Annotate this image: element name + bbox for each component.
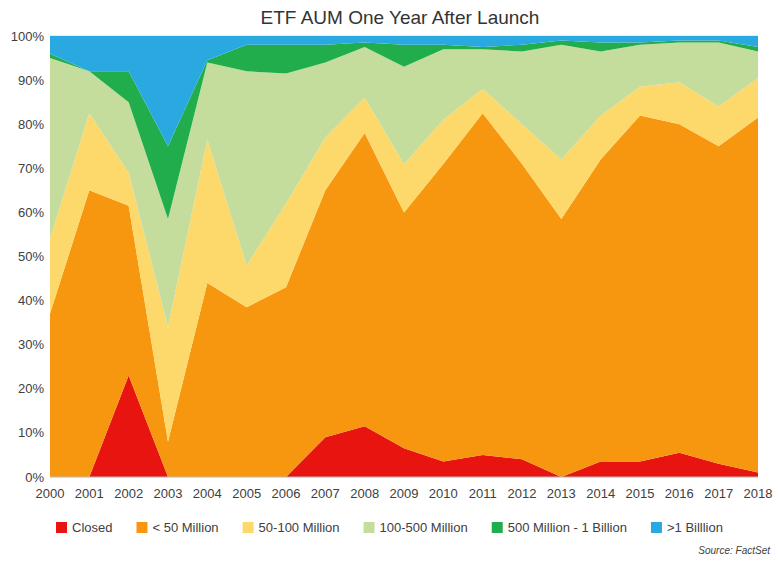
x-tick-label: 2015 bbox=[626, 486, 655, 501]
x-axis bbox=[50, 477, 758, 478]
legend-label: Closed bbox=[72, 520, 112, 535]
areas bbox=[50, 36, 758, 477]
legend-item: 50-100 Million bbox=[243, 520, 340, 535]
legend-swatch bbox=[492, 522, 503, 533]
y-tick-label: 10% bbox=[18, 425, 44, 440]
y-tick-label: 70% bbox=[18, 161, 44, 176]
legend-item: 100-500 Million bbox=[364, 520, 468, 535]
legend-item: < 50 Million bbox=[136, 520, 218, 535]
y-tick-label: 80% bbox=[18, 117, 44, 132]
x-tick-label: 2013 bbox=[547, 486, 576, 501]
legend-label: >1 Billlion bbox=[667, 520, 723, 535]
legend-label: 100-500 Million bbox=[380, 520, 468, 535]
y-tick-label: 100% bbox=[11, 29, 45, 44]
legend-swatch bbox=[136, 522, 147, 533]
x-tick-label: 2001 bbox=[75, 486, 104, 501]
background bbox=[0, 0, 779, 562]
x-tick-label: 2011 bbox=[469, 486, 497, 501]
x-tick-label: 2006 bbox=[272, 486, 301, 501]
chart: ETF AUM One Year After Launch 0% 10% 20% 30%… bbox=[0, 0, 779, 562]
y-tick-label: 60% bbox=[18, 205, 44, 220]
annotation: Source: FactSet bbox=[698, 545, 771, 556]
area bbox=[50, 36, 758, 146]
x-tick-label: 2012 bbox=[508, 486, 537, 501]
x-tick-label: 2017 bbox=[704, 486, 733, 501]
x-tick-label: 2003 bbox=[154, 486, 183, 501]
legend-swatch bbox=[56, 522, 67, 533]
legend: Closed < 50 Million 50-100 Million 100-500 … bbox=[56, 520, 723, 535]
x-tick-label: 2016 bbox=[665, 486, 694, 501]
x-tick-label: 2009 bbox=[390, 486, 419, 501]
x-tick-label: 2014 bbox=[586, 486, 615, 501]
legend-label: 500 Million - 1 Billion bbox=[508, 520, 627, 535]
x-tick-label: 2005 bbox=[232, 486, 261, 501]
x-tick-label: 2004 bbox=[193, 486, 222, 501]
y-tick-label: 40% bbox=[18, 293, 44, 308]
x-tick-label: 2000 bbox=[36, 486, 65, 501]
legend-label: 50-100 Million bbox=[259, 520, 340, 535]
x-tick-label: 2008 bbox=[350, 486, 379, 501]
title: ETF AUM One Year After Launch bbox=[261, 7, 540, 28]
legend-item: 500 Million - 1 Billion bbox=[492, 520, 627, 535]
x-tick-label: 2002 bbox=[114, 486, 143, 501]
x-tick-label: 2010 bbox=[429, 486, 458, 501]
legend-swatch bbox=[243, 522, 254, 533]
legend-swatch bbox=[651, 522, 662, 533]
y-tick-label: 20% bbox=[18, 381, 44, 396]
legend-swatch bbox=[364, 522, 375, 533]
grid-line bbox=[50, 477, 758, 478]
y-tick-label: 50% bbox=[18, 249, 44, 264]
x-tick-label: 2007 bbox=[311, 486, 340, 501]
legend-item: Closed bbox=[56, 520, 112, 535]
grid bbox=[50, 36, 758, 477]
y-tick-label: 30% bbox=[18, 337, 44, 352]
x-tick-label: 2018 bbox=[744, 486, 773, 501]
legend-label: < 50 Million bbox=[152, 520, 218, 535]
y-tick-label: 0% bbox=[25, 470, 44, 485]
legend-item: >1 Billlion bbox=[651, 520, 723, 535]
y-tick-label: 90% bbox=[18, 73, 44, 88]
